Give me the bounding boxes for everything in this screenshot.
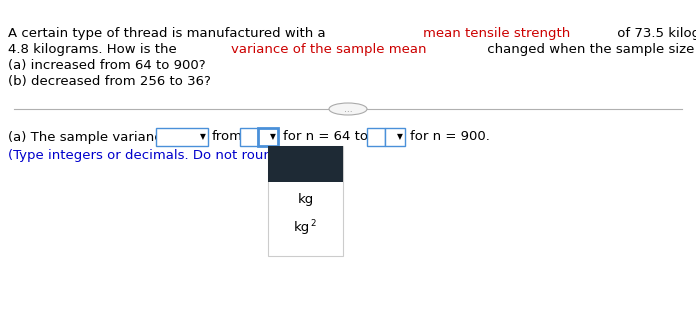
Text: ...: ... bbox=[344, 105, 352, 113]
Text: (a) increased from 64 to 900?: (a) increased from 64 to 900? bbox=[8, 59, 205, 72]
Text: kg: kg bbox=[297, 194, 314, 206]
Text: kg: kg bbox=[294, 220, 310, 233]
FancyBboxPatch shape bbox=[258, 128, 278, 146]
Text: ▼: ▼ bbox=[397, 132, 403, 142]
Text: (b) decreased from 256 to 36?: (b) decreased from 256 to 36? bbox=[8, 75, 211, 88]
Text: for n = 64 to: for n = 64 to bbox=[283, 130, 368, 144]
Text: 4.8 kilograms. How is the: 4.8 kilograms. How is the bbox=[8, 43, 181, 56]
Text: of 73.5 kilograms and a: of 73.5 kilograms and a bbox=[613, 27, 696, 40]
Text: (Type integers or decimals. Do not round.): (Type integers or decimals. Do not round… bbox=[8, 148, 290, 162]
Text: changed when the sample size is: changed when the sample size is bbox=[484, 43, 696, 56]
Text: ▼: ▼ bbox=[270, 132, 276, 142]
Ellipse shape bbox=[329, 103, 367, 115]
FancyBboxPatch shape bbox=[268, 146, 343, 256]
Text: 2: 2 bbox=[310, 218, 316, 228]
Text: ▼: ▼ bbox=[200, 132, 206, 142]
Text: variance of the sample mean: variance of the sample mean bbox=[231, 43, 427, 56]
Text: A certain type of thread is manufactured with a: A certain type of thread is manufactured… bbox=[8, 27, 330, 40]
Text: from: from bbox=[212, 130, 243, 144]
FancyBboxPatch shape bbox=[240, 128, 258, 146]
FancyBboxPatch shape bbox=[367, 128, 385, 146]
FancyBboxPatch shape bbox=[385, 128, 405, 146]
Text: mean tensile strength: mean tensile strength bbox=[423, 27, 571, 40]
Text: for n = 900.: for n = 900. bbox=[410, 130, 490, 144]
Text: (a) The sample variance: (a) The sample variance bbox=[8, 130, 170, 144]
FancyBboxPatch shape bbox=[268, 146, 343, 182]
FancyBboxPatch shape bbox=[156, 128, 208, 146]
